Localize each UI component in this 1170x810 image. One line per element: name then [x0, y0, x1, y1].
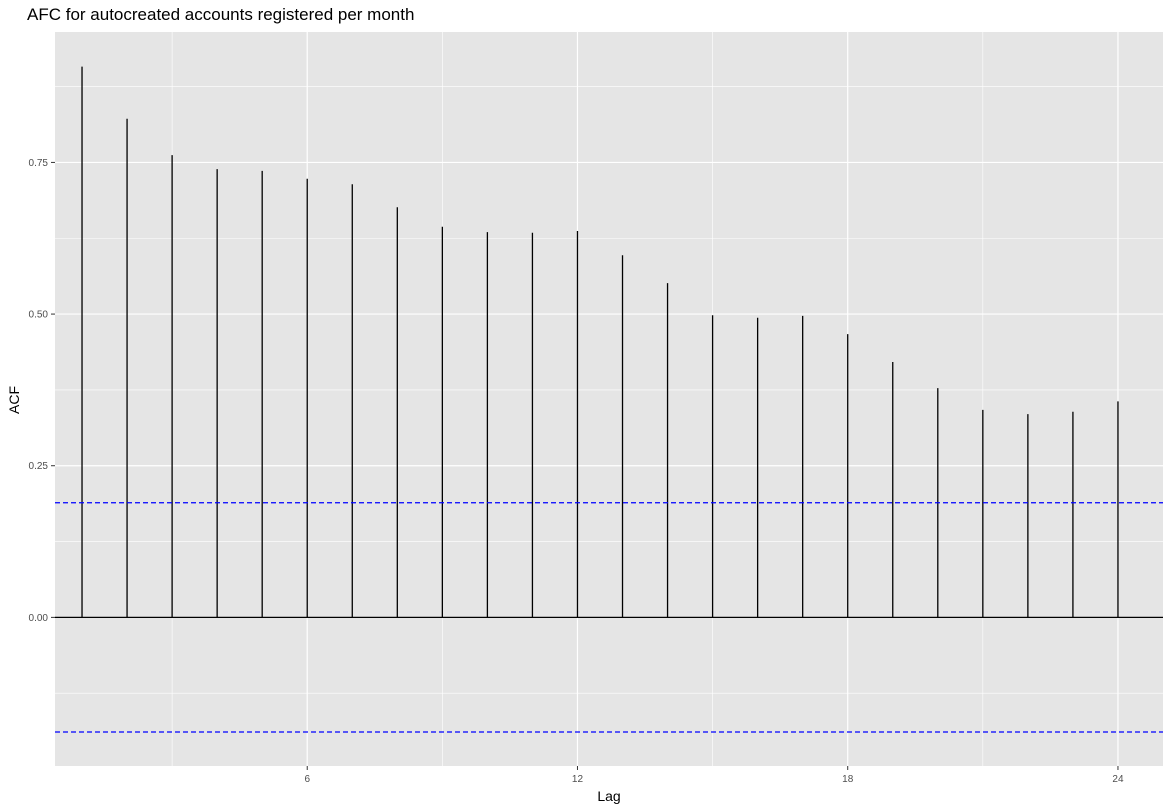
chart-title: AFC for autocreated accounts registered … [27, 5, 414, 24]
x-tick-label: 12 [572, 774, 584, 785]
plot-panel [55, 32, 1163, 766]
x-tick-label: 6 [304, 774, 310, 785]
minor-gridlines [55, 32, 1163, 766]
acf-bars [55, 66, 1163, 618]
x-axis-title: Lag [597, 788, 620, 804]
y-tick-label: 0.25 [29, 461, 49, 472]
y-tick-label: 0.75 [29, 158, 49, 169]
x-tick-label: 18 [842, 774, 854, 785]
y-tick-label: 0.50 [29, 310, 49, 321]
y-axis-title: ACF [6, 386, 22, 414]
y-tick-label: 0.00 [29, 613, 49, 624]
x-tick-label: 24 [1112, 774, 1124, 785]
y-axis-ticks: 0.00 0.25 0.50 0.75 [29, 158, 55, 624]
x-axis-ticks: 6 12 18 24 [304, 766, 1124, 785]
confidence-lines [55, 502, 1163, 733]
